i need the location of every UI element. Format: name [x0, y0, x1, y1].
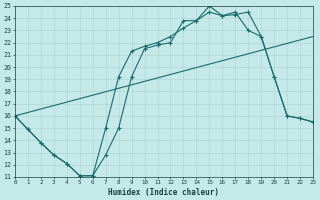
X-axis label: Humidex (Indice chaleur): Humidex (Indice chaleur): [108, 188, 220, 197]
